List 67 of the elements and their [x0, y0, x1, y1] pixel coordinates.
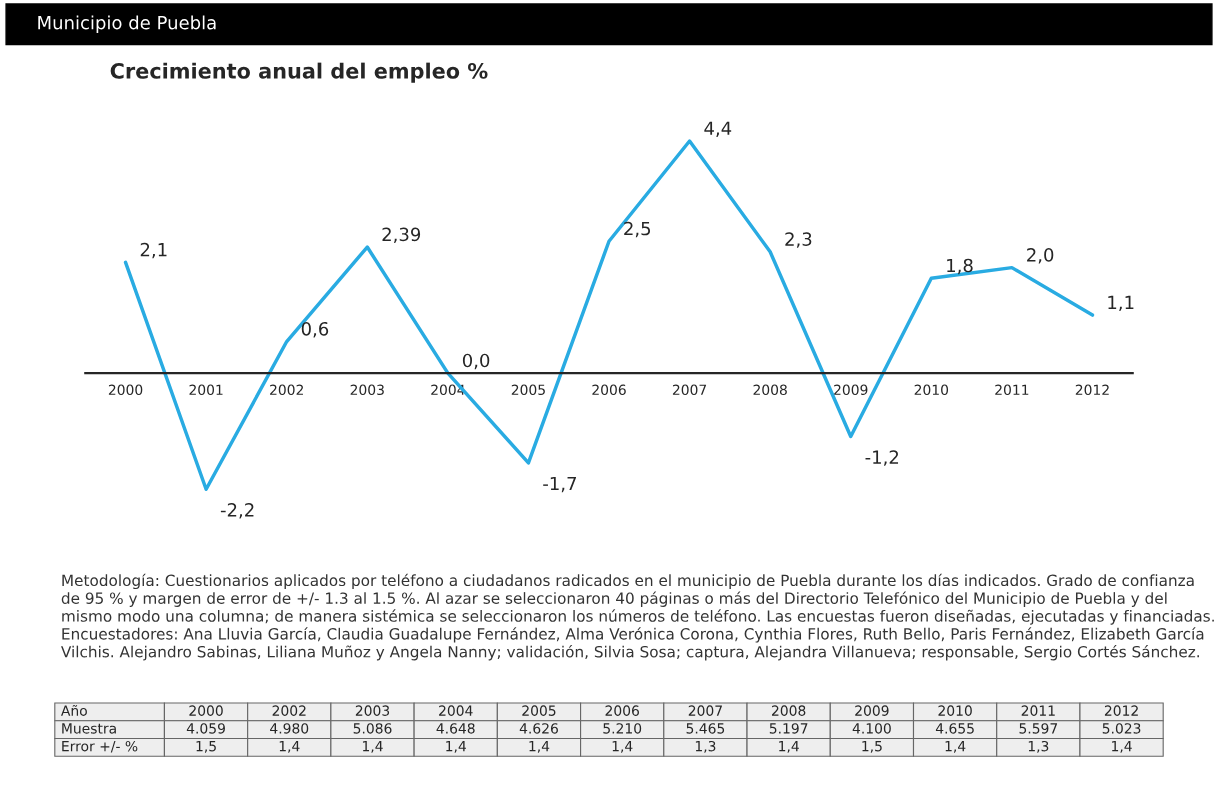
text: 4.059	[186, 723, 225, 734]
text: Año	[61, 704, 87, 716]
chart-title: Municipio de Puebla	[38, 15, 216, 33]
text: 1,4	[1112, 741, 1132, 753]
text: 2007	[688, 705, 722, 716]
text: 5.465	[686, 723, 725, 734]
text: 1,3	[695, 740, 716, 753]
text: 4.626	[519, 723, 558, 734]
text: 1,4	[945, 741, 966, 753]
data-label: -1,7	[543, 476, 576, 493]
x-tick-label: 2002	[270, 384, 303, 396]
x-tick-label: 2005	[511, 384, 545, 396]
x-tick-label: 2000	[108, 384, 143, 396]
text: 1,3	[1028, 740, 1049, 753]
text: Error +/- %	[62, 740, 138, 753]
x-tick-label: 2008	[753, 384, 787, 396]
text: 4.100	[852, 723, 891, 734]
text: 1,4	[779, 741, 799, 753]
x-tick-label: 2010	[914, 384, 949, 396]
x-tick-label: 2012	[1075, 384, 1109, 396]
text: 5.023	[1102, 723, 1141, 734]
text: 1,4	[612, 741, 633, 753]
text: 2005	[522, 705, 556, 716]
text: 2008	[772, 705, 806, 716]
data-label: 4,4	[704, 121, 732, 137]
text: 2000	[189, 705, 223, 716]
x-tick-label: 2001	[189, 384, 223, 396]
x-tick-label: 2007	[672, 384, 707, 396]
data-label: 2,1	[140, 242, 167, 259]
data-label: 2,3	[785, 232, 812, 248]
text: 5.597	[1019, 723, 1058, 734]
data-label: 0,6	[301, 321, 329, 338]
data-label: 1,1	[1108, 295, 1134, 312]
text: 2011	[1021, 705, 1055, 716]
text: 2003	[355, 705, 390, 716]
text: 4.655	[935, 723, 974, 734]
x-tick-label: 2011	[995, 384, 1029, 396]
text: 4.648	[436, 723, 475, 734]
text: 2009	[855, 705, 889, 716]
text: 2006	[605, 705, 639, 716]
text: 2012	[1104, 705, 1138, 716]
text: 1,5	[196, 741, 216, 753]
data-label: 2,39	[382, 227, 421, 244]
x-tick-label: 2006	[592, 384, 626, 396]
data-label: -1,2	[865, 450, 899, 466]
x-tick-label: 2003	[350, 384, 384, 396]
text: 5.197	[769, 723, 808, 734]
data-label: 2,0	[1027, 248, 1054, 264]
x-tick-label: 2009	[834, 384, 868, 396]
data-label: 1,8	[947, 258, 973, 275]
data-label: 2,5	[624, 221, 651, 238]
text: 2004	[439, 705, 473, 716]
text: 4.980	[270, 723, 309, 734]
text: 1,5	[862, 741, 882, 753]
text: 5.210	[603, 723, 642, 734]
text: 1,4	[446, 741, 466, 753]
text: Muestra	[62, 723, 116, 734]
chart-subtitle: Crecimiento anual del empleo %	[110, 62, 488, 83]
data-label: -2,2	[220, 503, 254, 519]
text: 1,4	[279, 741, 300, 753]
text: 2002	[272, 705, 306, 716]
text: 2010	[938, 705, 972, 716]
text: 1,4	[362, 741, 383, 753]
text: Metodología: Cuestionarios aplicados por teléfono a ciudadanos radicados en el municipio de Puebla durante los días indicados. Grado de confianza de 95 % y margen de error de +/- 1.3 al 1.5 %. Al azar se seleccionaron 40 páginas o más del Directorio Telefónico del Municipio de Puebla y del mismo modo una columna; de manera sistémica se seleccionaron los números de teléfono. Las encuestas fueron diseñadas, ejecutadas y financiadas. Encuestadores: Ana Lluvia García, Claudia Guadalupe Fernández, Alma Verónica Corona, Cynthia Flores, Ruth Bello, Paris Fernández, Elizabeth García Vilchis. Alejandro Sabinas, Liliana Muñoz y Angela Nanny; validación, Silvia Sosa; captura, Alejandra Villanueva; responsable, Sergio Cortés Sánchez.	[61, 573, 1214, 661]
data-label: 0,0	[462, 353, 490, 370]
text: 1,4	[529, 741, 550, 753]
text: 5.086	[353, 723, 392, 734]
